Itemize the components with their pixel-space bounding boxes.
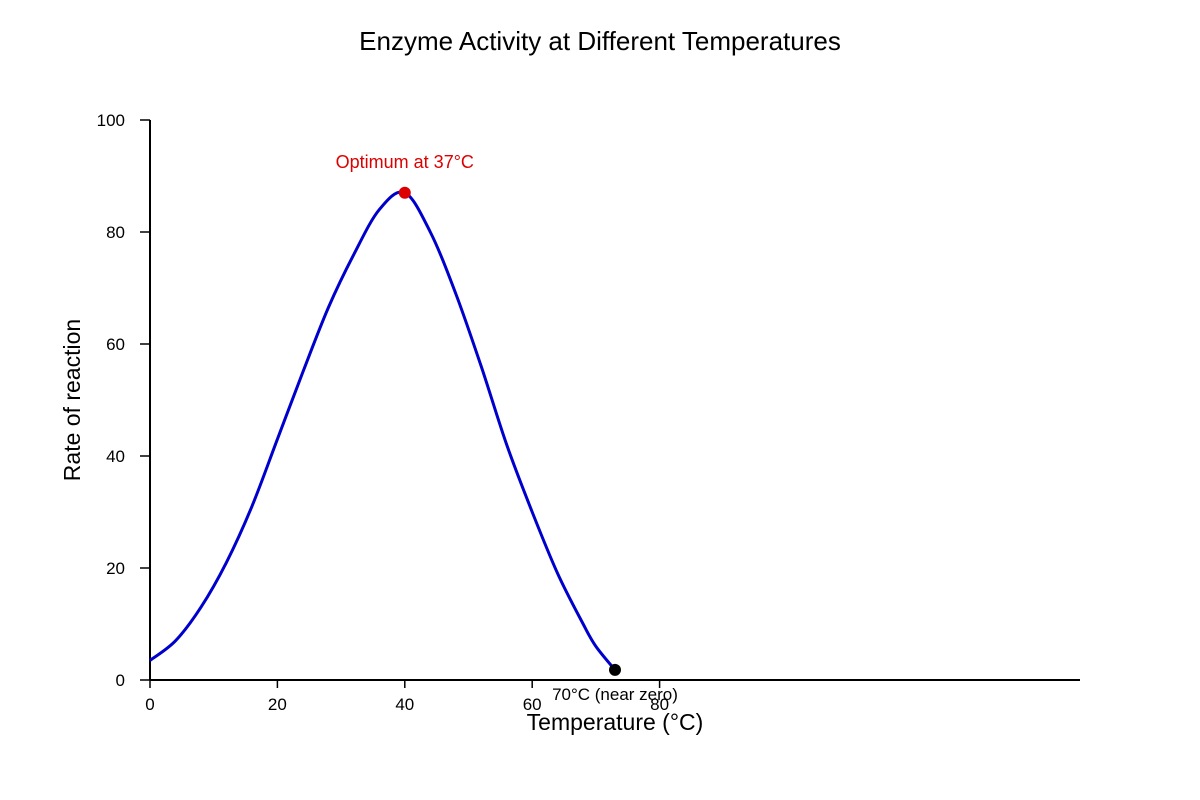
y-tick-label: 40 xyxy=(106,447,125,466)
y-tick-label: 100 xyxy=(97,111,125,130)
optimum-annotation: Optimum at 37°C xyxy=(336,152,474,172)
near-zero-point xyxy=(609,663,621,676)
y-tick-label: 20 xyxy=(106,559,125,578)
series-group xyxy=(149,190,617,671)
x-tick-label: 0 xyxy=(145,695,154,714)
annotation-group: Optimum at 37°C 70°C (near zero) xyxy=(336,152,678,704)
y-tick-label: 60 xyxy=(106,335,125,354)
x-axis-label: Temperature (°C) xyxy=(527,709,704,735)
y-tick-label: 0 xyxy=(116,671,125,690)
y-axis-label: Rate of reaction xyxy=(59,319,85,481)
x-tick-label: 40 xyxy=(395,695,414,714)
x-tick-label: 20 xyxy=(268,695,287,714)
x-tick-label: 80 xyxy=(650,695,669,714)
y-tick-label: 80 xyxy=(106,223,125,242)
near-zero-annotation: 70°C (near zero) xyxy=(552,685,678,704)
optimum-point xyxy=(398,186,411,199)
axes xyxy=(149,120,1080,681)
chart-title: Enzyme Activity at Different Temperature… xyxy=(359,26,841,56)
x-tick-label: 60 xyxy=(523,695,542,714)
series-line xyxy=(149,190,617,671)
tick-group: 0 20 40 60 80 100 0 20 40 60 80 xyxy=(97,111,669,714)
